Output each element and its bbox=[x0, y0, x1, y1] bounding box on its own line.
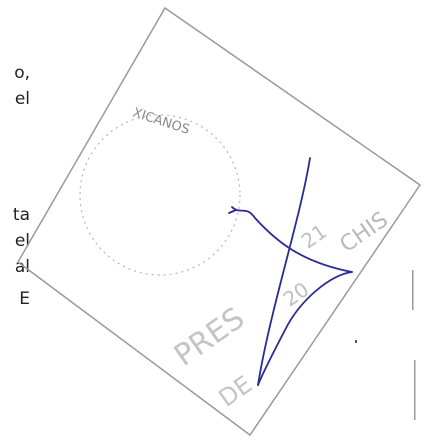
stamp-seal bbox=[79, 114, 241, 276]
text-line: el bbox=[15, 231, 30, 251]
signature-stroke bbox=[257, 271, 353, 386]
signature-stroke bbox=[257, 157, 311, 386]
speck bbox=[414, 360, 416, 420]
signature-stroke bbox=[228, 209, 237, 214]
text-line: o, bbox=[14, 63, 30, 83]
text-line: ta bbox=[13, 205, 30, 225]
text-line: al bbox=[15, 257, 30, 277]
stamp-border bbox=[17, 6, 422, 437]
speck bbox=[412, 270, 414, 310]
text-line: el bbox=[15, 89, 30, 109]
text-line: E bbox=[19, 289, 30, 309]
signature bbox=[228, 157, 353, 386]
signature-stroke bbox=[231, 206, 353, 273]
scan-specks bbox=[355, 270, 416, 420]
speck bbox=[355, 340, 357, 343]
